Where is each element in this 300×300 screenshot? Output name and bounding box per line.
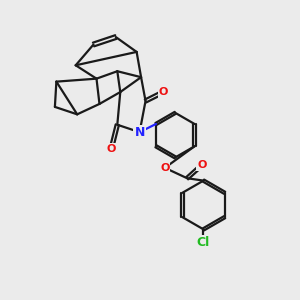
Text: O: O <box>107 143 116 154</box>
Text: O: O <box>160 163 170 173</box>
Text: Cl: Cl <box>197 236 210 249</box>
Text: O: O <box>197 160 207 170</box>
Text: N: N <box>134 126 145 139</box>
Text: O: O <box>159 87 168 97</box>
